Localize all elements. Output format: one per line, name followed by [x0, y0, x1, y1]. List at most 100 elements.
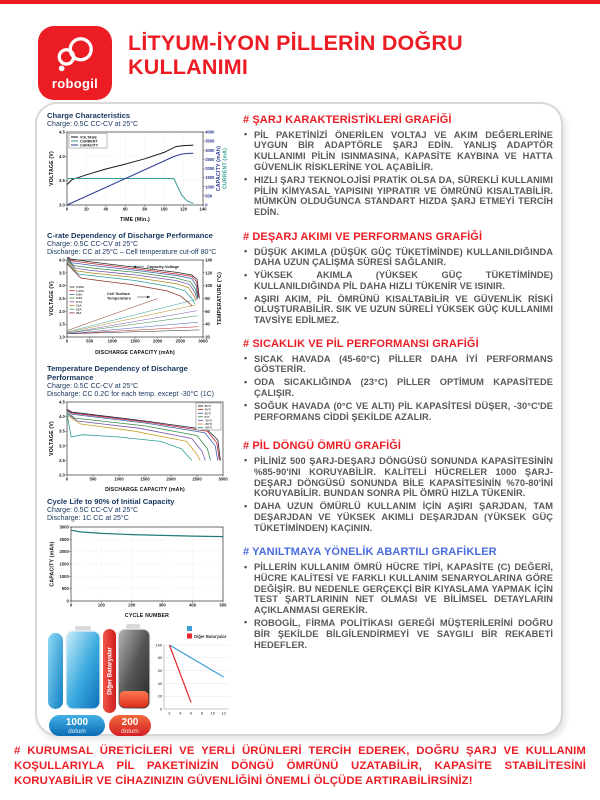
bullet-item: SICAK HAVADA (45-60°C) PİLLER DAHA İYİ P… — [243, 353, 553, 376]
svg-text:6: 6 — [190, 711, 193, 716]
blue-unit: dolum — [68, 728, 86, 735]
svg-text:0: 0 — [66, 477, 69, 482]
svg-text:20: 20 — [158, 694, 163, 699]
chart-block-crate: C-rate Dependency of Discharge Performan… — [47, 231, 235, 361]
bullet-item: PİLİNİZ 500 ŞARJ-DEŞARJ DÖNGÜSÜ SONUNDA … — [243, 455, 553, 499]
svg-text:1500: 1500 — [130, 339, 140, 344]
voltage-series-25A — [66, 263, 193, 307]
svg-text:1500: 1500 — [140, 477, 150, 482]
svg-text:3.0: 3.0 — [59, 443, 65, 448]
svg-text:VOLTAGE (V): VOLTAGE (V) — [49, 151, 55, 186]
voltage-series-2.9A — [66, 257, 199, 299]
svg-text:TEMPERATURE (°C): TEMPERATURE (°C) — [217, 272, 223, 325]
chart-subtitle: Discharge: 1C CC at 25°C — [47, 515, 129, 523]
temp-series-1.45A — [66, 326, 199, 335]
svg-text:2500: 2500 — [192, 477, 202, 482]
section-heading: # YANILTMAYA YÖNELİK ABARTILI GRAFİKLER — [243, 546, 497, 559]
voltage-series-8.7A — [66, 259, 198, 301]
blue-count: 1000 — [66, 717, 89, 728]
crate-discharge-chart: 0 500 1000 1500 2000 2500 3000 1.0 1.5 2.0 2.5 3.0 3… — [49, 257, 223, 356]
svg-text:2.9A: 2.9A — [76, 293, 83, 297]
chart-block-temperature: Temperature Dependency of Discharge Perf… — [47, 364, 235, 494]
svg-text:-20°C: -20°C — [205, 422, 214, 426]
svg-text:0: 0 — [66, 339, 69, 344]
section: # YANILTMAYA YÖNELİK ABARTILI GRAFİKLER P… — [243, 546, 553, 650]
svg-text:0°C: 0°C — [205, 415, 211, 419]
svg-text:0: 0 — [66, 206, 69, 211]
voltage-series-5.8A — [66, 258, 198, 299]
chart-subtitle: Charge: 0.5C CC-CV at 25°C — [47, 506, 139, 514]
svg-text:60°C: 60°C — [205, 404, 213, 408]
svg-text:2.0: 2.0 — [59, 309, 65, 314]
bullet-item: AŞIRI AKIM, PİL ÖMRÜNÜ KISALTABİLİR VE G… — [243, 293, 553, 326]
svg-text:2000: 2000 — [153, 339, 163, 344]
svg-text:3.5: 3.5 — [59, 429, 65, 434]
chart-subtitle: Discharge: CC at 25°C – Cell temperature… — [47, 248, 217, 256]
blue-capsule — [48, 633, 63, 710]
series--20°C — [66, 414, 201, 461]
voltage-series-20A — [66, 262, 196, 304]
svg-text:-10°C: -10°C — [205, 419, 214, 423]
svg-text:3000: 3000 — [198, 339, 208, 344]
blue-count-pill — [49, 715, 105, 737]
svg-text:20: 20 — [84, 206, 89, 211]
svg-text:1000: 1000 — [108, 339, 118, 344]
legend-swatch-blue — [187, 626, 192, 632]
svg-text:4.0: 4.0 — [59, 258, 65, 263]
svg-text:40: 40 — [158, 681, 163, 686]
svg-text:CAPACITY: CAPACITY — [80, 143, 99, 147]
svg-text:2: 2 — [168, 711, 171, 716]
bullet-item: YÜKSEK AKIMLA (YÜKSEK GÜÇ TÜKETİMİNDE) K… — [243, 270, 553, 292]
svg-text:Cell Surface: Cell Surface — [107, 291, 131, 296]
svg-text:2.5: 2.5 — [59, 458, 65, 463]
svg-text:2000: 2000 — [59, 550, 69, 555]
section: # PİL DÖNGÜ ÖMRÜ GRAFİĞİ PİLİNİZ 500 ŞARJ… — [243, 440, 553, 533]
bullet-item: DÜŞÜK AKIMLA (DÜŞÜK GÜÇ TÜKETİMİNDE) KUL… — [243, 246, 553, 269]
chart-subtitle: Charge: 0.5C CC-CV at 25°C — [47, 240, 139, 248]
svg-text:0: 0 — [70, 603, 73, 608]
svg-text:3.5: 3.5 — [59, 271, 65, 276]
svg-text:DISCHARGE CAPACITY (mAh): DISCHARGE CAPACITY (mAh) — [95, 350, 175, 356]
svg-text:12: 12 — [221, 711, 226, 716]
charge-characteristics-chart: 0 20 40 60 80 100 120 140 3.0 3.5 4.0 4.5 0 500 1000 15… — [49, 129, 229, 223]
svg-text:0: 0 — [66, 599, 69, 604]
dark-battery-body — [117, 628, 151, 710]
svg-text:0: 0 — [160, 707, 163, 712]
top-red-line — [0, 0, 600, 4]
header: robogil LİTYUM-İYON PİLLERİN DOĞRU KULLA… — [38, 26, 528, 100]
svg-text:1500: 1500 — [205, 175, 215, 180]
svg-text:40: 40 — [205, 322, 210, 327]
chart-block-charge: Charge Characteristics Charge: 0.5C CC-C… — [47, 111, 235, 224]
svg-text:3000: 3000 — [59, 525, 69, 530]
svg-text:CURRENT: CURRENT — [80, 139, 98, 143]
series-capacity — [66, 152, 194, 206]
svg-text:Temperature: Temperature — [107, 296, 132, 301]
svg-text:DISCHARGE CAPACITY (mAh): DISCHARGE CAPACITY (mAh) — [105, 487, 185, 493]
robogil-logo: robogil — [38, 26, 112, 100]
bullet-item: ROBOGİL, FİRMA POLİTİKASI GEREĞİ MÜŞTERİ… — [243, 617, 553, 650]
series-25°C — [66, 410, 219, 461]
svg-text:25A: 25A — [76, 311, 82, 315]
temp-series-25A — [66, 298, 158, 332]
svg-text:3500: 3500 — [205, 139, 215, 144]
legend-label: Diğer Bataryalar — [194, 634, 227, 639]
svg-text:4.0: 4.0 — [59, 414, 65, 419]
chart-title: Temperature Dependency of Discharge Perf… — [47, 364, 188, 382]
section-heading: # DEŞARJ AKIMI VE PERFORMANS GRAFİĞİ — [243, 230, 483, 243]
svg-text:4.5: 4.5 — [59, 129, 65, 134]
svg-text:4000: 4000 — [205, 129, 215, 134]
svg-text:60: 60 — [123, 206, 128, 211]
svg-text:2000: 2000 — [205, 166, 215, 171]
charts-column: Charge Characteristics Charge: 0.5C CC-C… — [47, 111, 235, 737]
svg-text:2500: 2500 — [176, 339, 186, 344]
temp-series-0.58A — [66, 329, 200, 335]
chart-subtitle: Discharge: CC 0.2C for each temp. except… — [47, 390, 214, 398]
svg-text:3000: 3000 — [205, 148, 215, 153]
svg-text:1.0: 1.0 — [59, 335, 65, 340]
temp-series-15A — [66, 304, 197, 333]
svg-text:CURRENT (mA): CURRENT (mA) — [223, 148, 229, 189]
svg-text:400: 400 — [189, 603, 197, 608]
svg-text:80: 80 — [205, 296, 210, 301]
